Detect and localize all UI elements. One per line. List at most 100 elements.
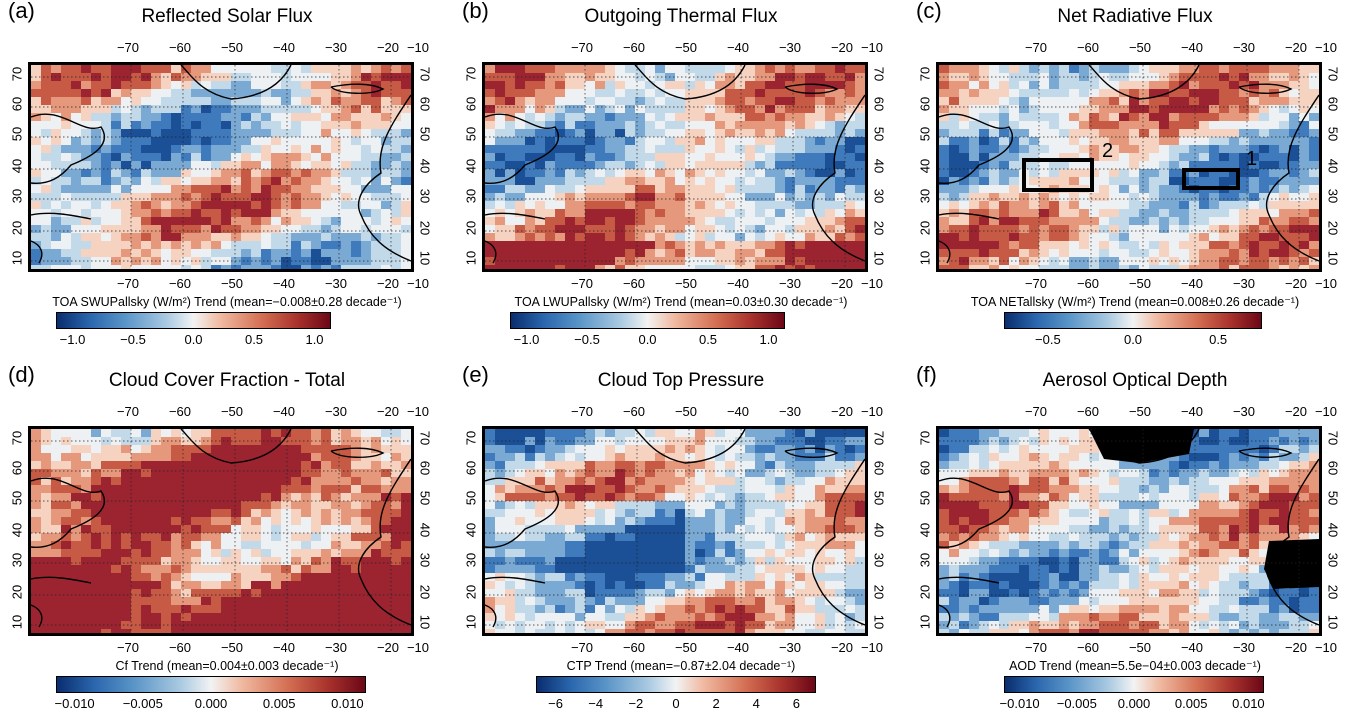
lat-tick-label: 40	[9, 522, 25, 538]
lat-tick-label: 10	[917, 250, 933, 266]
lon-tick-label: −60	[168, 276, 192, 291]
lon-tick-label: −50	[674, 276, 698, 291]
lon-tick-label: −30	[324, 276, 348, 291]
lon-tick-label: −40	[272, 276, 296, 291]
colorbar-tick-label: 0.0	[184, 332, 203, 347]
lat-tick-label: 40	[1325, 522, 1341, 538]
trend-raster	[31, 65, 411, 269]
lat-tick-label: 70	[417, 430, 433, 446]
colorbar-tick-label: 0.005	[1174, 696, 1208, 711]
lat-tick-label: 70	[917, 66, 933, 82]
lat-ticks-right: 70 60 50 40 30 20 10	[418, 62, 438, 272]
lat-tick-label: 60	[917, 96, 933, 112]
lat-ticks-left: 70 60 50 40 30 20 10	[458, 426, 478, 636]
colorbar	[1004, 312, 1262, 329]
trend-raster	[485, 65, 865, 269]
lon-tick-label: −20	[830, 404, 854, 419]
map-panel: (c) Net Radiative Flux −70 −60 −50 −40 −30 −2…	[908, 0, 1362, 364]
colorbar-tick-label: −1.0	[59, 332, 86, 347]
lat-tick-label: 40	[463, 522, 479, 538]
lon-ticks-top: −70 −60 −50 −40 −30 −20 −10	[936, 404, 1337, 420]
lat-tick-label: 20	[871, 220, 887, 236]
lon-tick-label: −60	[622, 40, 646, 55]
lon-ticks-bottom: −70 −60 −50 −40 −30 −20 −10	[482, 640, 883, 656]
lon-tick-label: −70	[1024, 40, 1048, 55]
lon-tick-label: −50	[1128, 640, 1152, 655]
lon-tick-label: −30	[324, 404, 348, 419]
lat-tick-label: 40	[917, 522, 933, 538]
panel-title: Outgoing Thermal Flux	[584, 6, 778, 27]
lat-tick-label: 60	[1325, 460, 1341, 476]
map-plot	[28, 62, 414, 272]
panel-title: Reflected Solar Flux	[141, 6, 313, 27]
colorbar-tick-label: −1.0	[513, 332, 540, 347]
lon-ticks-bottom: −70 −60 −50 −40 −30 −20 −10	[28, 640, 429, 656]
lon-tick-label: −20	[376, 640, 400, 655]
colorbar-ticks: −1.0 −0.5 0.0 0.5 1.0	[510, 332, 785, 348]
lat-tick-label: 70	[871, 430, 887, 446]
lon-ticks-bottom: −70 −60 −50 −40 −30 −20 −10	[936, 640, 1337, 656]
lat-tick-label: 70	[1325, 430, 1341, 446]
colorbar-tick-label: −0.010	[999, 696, 1040, 711]
lon-tick-label: −60	[622, 404, 646, 419]
lon-ticks-bottom: −70 −60 −50 −40 −30 −20 −10	[936, 276, 1337, 292]
lat-tick-label: 60	[871, 460, 887, 476]
lat-tick-label: 50	[871, 490, 887, 506]
lat-tick-label: 70	[463, 66, 479, 82]
lat-tick-label: 40	[463, 158, 479, 174]
colorbar-tick-label: −0.5	[120, 332, 146, 347]
lon-tick-label: −40	[272, 640, 296, 655]
lat-tick-label: 70	[871, 66, 887, 82]
lat-tick-label: 10	[1325, 614, 1341, 630]
colorbar-tick-label: 6	[792, 696, 801, 711]
colorbar-tick-label: −0.5	[1035, 332, 1061, 347]
trend-raster	[939, 429, 1319, 633]
lat-tick-label: 10	[917, 614, 933, 630]
lat-tick-label: 70	[9, 430, 25, 446]
lon-tick-label: −10	[1314, 40, 1338, 55]
lat-tick-label: 40	[871, 158, 887, 174]
lon-tick-label: −20	[1284, 640, 1308, 655]
panel-label: (f)	[916, 362, 937, 387]
lat-tick-label: 30	[917, 188, 933, 204]
colorbar-label: Cf Trend (mean=0.004±0.003 decade⁻¹)	[115, 659, 339, 673]
map-plot	[936, 62, 1322, 272]
lat-tick-label: 50	[9, 126, 25, 142]
panel-label: (a)	[8, 0, 35, 23]
lat-tick-label: 10	[9, 614, 25, 630]
lat-tick-label: 70	[9, 66, 25, 82]
colorbar-tick-label: 0.000	[194, 696, 228, 711]
colorbar	[1004, 676, 1264, 693]
lat-tick-label: 70	[463, 430, 479, 446]
lat-tick-label: 50	[463, 490, 479, 506]
lon-tick-label: −20	[1284, 40, 1308, 55]
lat-tick-label: 60	[463, 96, 479, 112]
lat-tick-label: 20	[1325, 584, 1341, 600]
lon-tick-label: −60	[1076, 276, 1100, 291]
lat-tick-label: 30	[871, 552, 887, 568]
lat-tick-label: 20	[917, 584, 933, 600]
colorbar-label: AOD Trend (mean=5.5e−04±0.003 decade⁻¹)	[1009, 659, 1261, 673]
colorbar-label: TOA LWUPallsky (W/m²) Trend (mean=0.03±0…	[514, 295, 848, 309]
lon-tick-label: −60	[1076, 640, 1100, 655]
lat-tick-label: 40	[1325, 158, 1341, 174]
colorbar-tick-label: −4	[588, 696, 604, 711]
lon-ticks-top: −70 −60 −50 −40 −30 −20 −10	[482, 404, 883, 420]
region-box-label: 1	[1246, 148, 1258, 170]
lat-tick-label: 40	[9, 158, 25, 174]
lat-tick-label: 10	[1325, 250, 1341, 266]
lon-tick-label: −40	[1180, 40, 1204, 55]
lon-tick-label: −30	[778, 40, 802, 55]
lat-tick-label: 20	[417, 220, 433, 236]
lon-tick-label: −40	[1180, 640, 1204, 655]
lat-ticks-right: 70 60 50 40 30 20 10	[1326, 426, 1346, 636]
colorbar	[536, 676, 816, 693]
map-panel: (e) Cloud Top Pressure −70 −60 −50 −40 −30 −2…	[454, 362, 908, 728]
lon-tick-label: −30	[324, 640, 348, 655]
lon-tick-label: −60	[1076, 40, 1100, 55]
lon-tick-label: −40	[272, 40, 296, 55]
lon-ticks-bottom: −70 −60 −50 −40 −30 −20 −10	[482, 276, 883, 292]
map-plot	[482, 426, 868, 636]
panel-label: (b)	[462, 0, 489, 23]
lat-tick-label: 20	[463, 584, 479, 600]
